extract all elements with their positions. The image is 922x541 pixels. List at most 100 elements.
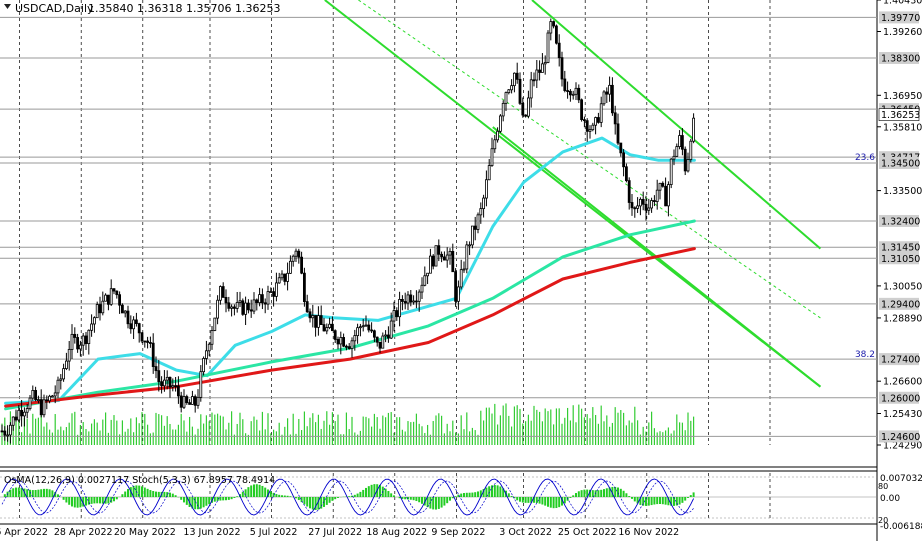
candle-body [440, 253, 444, 258]
candle-body [504, 92, 508, 104]
osma-bar [577, 491, 580, 497]
osma-bar [673, 497, 675, 506]
volume-bar [32, 413, 34, 445]
osma-bar [401, 497, 404, 499]
candle-body [221, 286, 225, 298]
volume-bar [586, 414, 588, 445]
candle-body [17, 409, 21, 421]
candle-body [104, 294, 107, 302]
osma-bar [653, 497, 656, 505]
osma-bar [328, 497, 331, 503]
level-tag [879, 241, 919, 254]
volume-bar [530, 420, 532, 445]
osma-bar [124, 491, 127, 497]
candle-body [302, 272, 306, 303]
candle-body [179, 395, 183, 408]
osma-bar [146, 488, 149, 497]
candle-body [583, 119, 586, 122]
volume-bar [516, 405, 518, 445]
candle-body [465, 244, 469, 270]
volume-bar [60, 426, 62, 445]
candle-body [286, 272, 290, 282]
osma-bar [611, 486, 614, 497]
candle-body [171, 385, 175, 388]
osma-bar [379, 485, 381, 497]
stoch-level-label: 80 [878, 482, 888, 491]
volume-bar [519, 408, 521, 445]
candle-body [311, 315, 315, 319]
volume-bar [550, 409, 552, 445]
volume-bar [317, 414, 319, 445]
osma-bar [633, 497, 636, 502]
osma-bar [617, 487, 619, 497]
volume-bar [18, 413, 20, 445]
osma-bar [309, 497, 311, 509]
osma-bar [68, 497, 71, 505]
osma-bar [43, 488, 45, 497]
candle-body [518, 78, 522, 104]
level-tag [879, 214, 919, 227]
candle-body [39, 399, 43, 416]
volume-bar [110, 419, 112, 445]
osma-bar [40, 489, 43, 497]
candle-body [280, 273, 284, 279]
volume-bar [413, 421, 415, 445]
dropdown-arrow-icon[interactable] [4, 4, 11, 9]
level-tag [879, 391, 919, 404]
volume-bar [441, 415, 443, 445]
candle-body [344, 345, 348, 348]
osma-bar [76, 497, 79, 508]
osma-bar [664, 497, 667, 505]
osma-bar [645, 497, 647, 506]
osma-bar [93, 497, 96, 504]
osma-bar [580, 490, 583, 497]
volume-bar [233, 434, 235, 445]
osma-bar [426, 497, 429, 508]
osma-bar [15, 487, 17, 497]
volume-bar [242, 419, 244, 445]
volume-bar [289, 434, 291, 445]
volume-bar [236, 423, 238, 445]
candle-body [347, 346, 351, 349]
osma-bar [295, 497, 297, 499]
volume-bar [561, 423, 563, 445]
volume-bar [505, 403, 507, 445]
osma-bar [73, 497, 76, 508]
volume-bar [474, 430, 476, 445]
osma-bar [96, 497, 99, 504]
candle-body [210, 330, 214, 345]
candle-body [11, 416, 15, 426]
osma-bar [191, 497, 194, 509]
osma-bar [138, 485, 141, 497]
candle-body [681, 135, 684, 150]
candle-body [358, 326, 362, 329]
volume-bar [558, 408, 560, 445]
osma-bar [412, 497, 415, 501]
candle-body [370, 329, 374, 332]
candle-body [678, 135, 681, 148]
osma-bar [373, 484, 376, 497]
volume-bar [564, 417, 566, 445]
volume-bar [446, 423, 448, 445]
candle-body [426, 272, 430, 277]
volume-bar [547, 411, 549, 445]
osma-bar [600, 489, 603, 497]
candle-body [213, 317, 217, 331]
candle-body [484, 179, 488, 199]
candle-body [162, 379, 166, 387]
volume-bar [186, 431, 188, 445]
osma-bar [443, 497, 446, 506]
candle-body [577, 87, 581, 101]
oscillator-panel: OsMA(12,26,9) 0.0027117 Stoch(5,3,3) 67.… [0, 474, 922, 532]
candle-body [95, 304, 99, 319]
osma-bar [247, 487, 250, 497]
volume-bar [625, 425, 627, 445]
osma-bar [608, 487, 611, 497]
volume-bar [385, 417, 387, 445]
candle-body [434, 245, 438, 267]
candle-body [498, 115, 502, 132]
osma-bar [474, 492, 477, 497]
candle-body [669, 158, 673, 185]
volume-bar [480, 410, 482, 445]
